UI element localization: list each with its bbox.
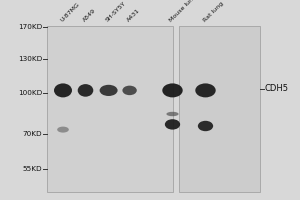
Ellipse shape bbox=[78, 84, 93, 97]
Text: 130KD: 130KD bbox=[18, 56, 42, 62]
Bar bbox=[46, 26, 173, 192]
Ellipse shape bbox=[57, 127, 69, 133]
Text: SH-SY5Y: SH-SY5Y bbox=[105, 1, 127, 23]
Text: 100KD: 100KD bbox=[18, 90, 42, 96]
Text: 55KD: 55KD bbox=[22, 166, 42, 172]
Text: A431: A431 bbox=[126, 8, 141, 23]
Text: 70KD: 70KD bbox=[22, 131, 42, 137]
Text: CDH5: CDH5 bbox=[265, 84, 289, 93]
Ellipse shape bbox=[165, 119, 180, 130]
Ellipse shape bbox=[162, 83, 183, 97]
Ellipse shape bbox=[122, 86, 137, 95]
Ellipse shape bbox=[198, 121, 213, 131]
Text: 170KD: 170KD bbox=[18, 24, 42, 30]
Text: Rat lung: Rat lung bbox=[202, 1, 224, 23]
Text: U-87MG: U-87MG bbox=[59, 2, 81, 23]
Ellipse shape bbox=[54, 83, 72, 97]
Bar bbox=[178, 26, 260, 192]
Text: A549: A549 bbox=[82, 8, 97, 23]
Ellipse shape bbox=[167, 112, 178, 116]
Ellipse shape bbox=[100, 85, 118, 96]
Ellipse shape bbox=[195, 83, 216, 97]
Text: Mouse lung: Mouse lung bbox=[169, 0, 198, 23]
